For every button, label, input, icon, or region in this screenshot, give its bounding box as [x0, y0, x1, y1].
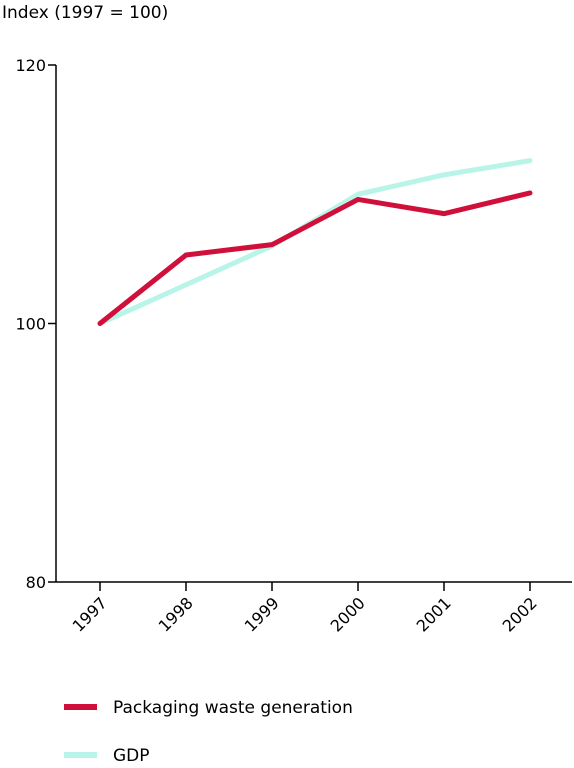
y-tick-label: 100: [15, 315, 46, 334]
axes: 80 100 120 1997 1998 1999 2000 2001 2002: [15, 56, 572, 636]
y-tick-label: 80: [26, 573, 46, 592]
x-tick-label: 2000: [327, 593, 369, 635]
legend-label-packaging-waste-generation: Packaging waste generation: [113, 698, 353, 718]
series-line-gdp: [97, 158, 533, 326]
x-tick-label: 1999: [241, 593, 283, 635]
y-axis-title: Index (1997 = 100): [2, 3, 168, 23]
x-tick-label: 2002: [499, 593, 541, 635]
series-line-packaging-waste-generation: [97, 190, 533, 326]
y-tick-label: 120: [15, 56, 46, 75]
x-tick-label: 1997: [69, 593, 111, 635]
series-layer: [97, 158, 533, 326]
legend: Packaging waste generation GDP: [64, 698, 353, 766]
x-tick-label: 1998: [155, 593, 197, 635]
legend-label-gdp: GDP: [113, 746, 150, 766]
x-tick-label: 2001: [413, 593, 455, 635]
